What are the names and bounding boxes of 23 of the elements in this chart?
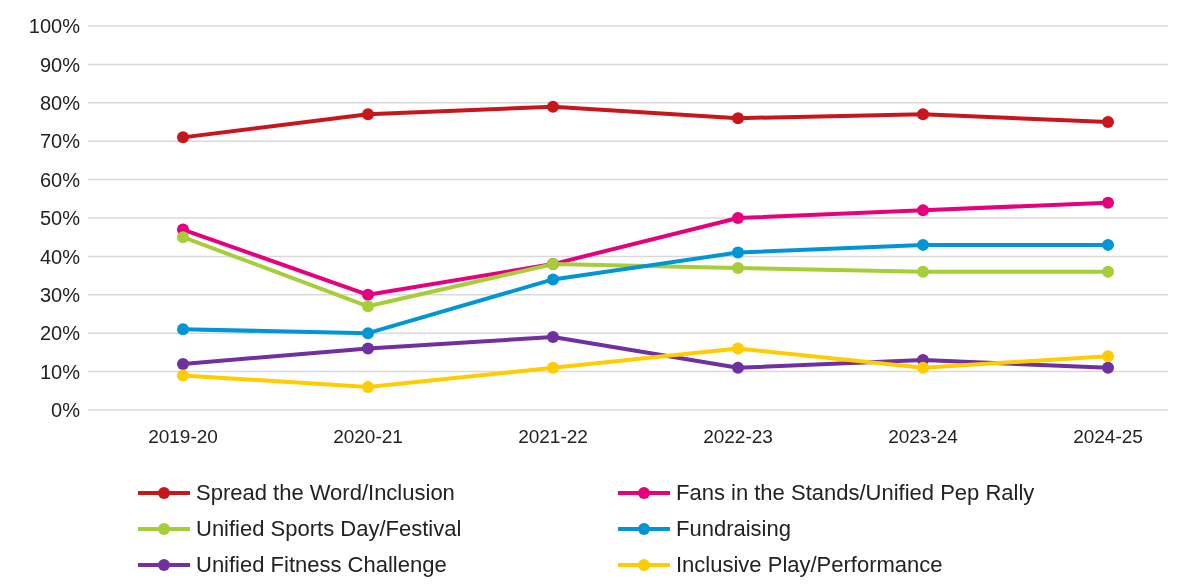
y-tick-label: 50% <box>39 207 81 230</box>
legend-label: Fans in the Stands/Unified Pep Rally <box>676 480 1035 506</box>
x-tick-label: 2023-24 <box>888 426 959 448</box>
y-tick-label: 30% <box>39 283 81 306</box>
y-tick-label: 90% <box>39 53 81 76</box>
y-tick-label: 10% <box>39 360 81 383</box>
legend-label: Fundraising <box>676 516 791 542</box>
x-tick-label: 2020-21 <box>333 426 403 448</box>
y-tick-label: 60% <box>39 168 81 191</box>
x-tick-label: 2024-25 <box>1073 426 1143 448</box>
legend-label: Inclusive Play/Performance <box>676 552 943 578</box>
x-tick-label: 2022-23 <box>703 426 773 448</box>
y-tick-label: 40% <box>39 245 81 268</box>
x-tick-label: 2021-22 <box>518 426 588 448</box>
y-tick-label: 20% <box>39 322 81 345</box>
y-tick-label: 100% <box>28 15 81 38</box>
legend-label: Spread the Word/Inclusion <box>196 480 455 506</box>
y-tick-label: 0% <box>51 399 81 422</box>
y-tick-label: 70% <box>39 130 81 153</box>
x-tick-label: 2019-20 <box>148 426 218 448</box>
y-tick-label: 80% <box>39 91 81 114</box>
legend-label: Unified Sports Day/Festival <box>196 516 462 542</box>
legend-label: Unified Fitness Challenge <box>196 552 447 578</box>
